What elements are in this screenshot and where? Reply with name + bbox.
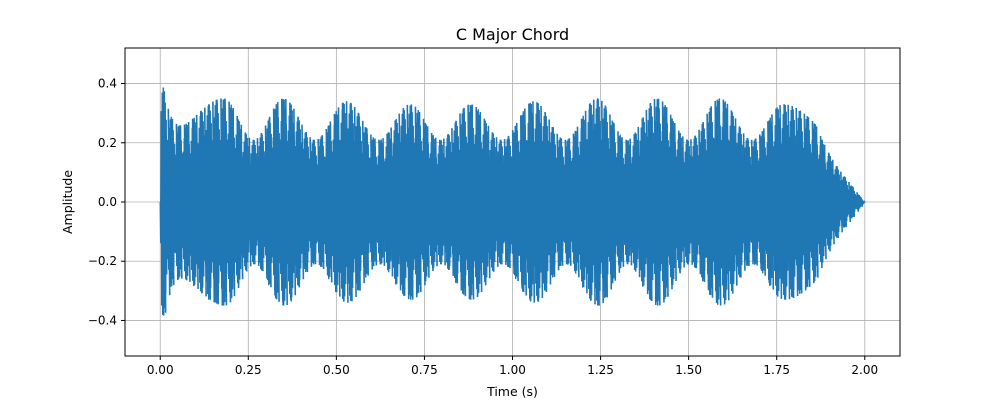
x-tick-label: 1.00 (499, 363, 526, 377)
y-tick-label: 0.4 (98, 77, 117, 91)
x-tick-label: 1.25 (587, 363, 614, 377)
chart-title: C Major Chord (456, 25, 569, 44)
x-tick-label: 0.00 (147, 363, 174, 377)
y-tick-label: −0.4 (88, 313, 117, 327)
y-tick-label: 0.2 (98, 136, 117, 150)
y-axis: −0.4 −0.2 0.0 0.2 0.4 (88, 77, 125, 327)
y-tick-label: −0.2 (88, 254, 117, 268)
x-tick-label: 0.75 (411, 363, 438, 377)
x-tick-label: 0.25 (235, 363, 262, 377)
x-tick-label: 2.00 (851, 363, 878, 377)
x-axis-label: Time (s) (486, 384, 538, 399)
y-tick-label: 0.0 (98, 195, 117, 209)
waveform-core (160, 126, 865, 278)
x-tick-label: 0.50 (323, 363, 350, 377)
y-axis-label: Amplitude (60, 170, 75, 234)
waveform-line (159, 87, 866, 316)
x-tick-label: 1.75 (763, 363, 790, 377)
series-c-major-chord (159, 87, 866, 316)
x-tick-label: 1.50 (675, 363, 702, 377)
x-axis: 0.00 0.25 0.50 0.75 1.00 1.25 1.50 1.75 2.00 (147, 356, 878, 377)
